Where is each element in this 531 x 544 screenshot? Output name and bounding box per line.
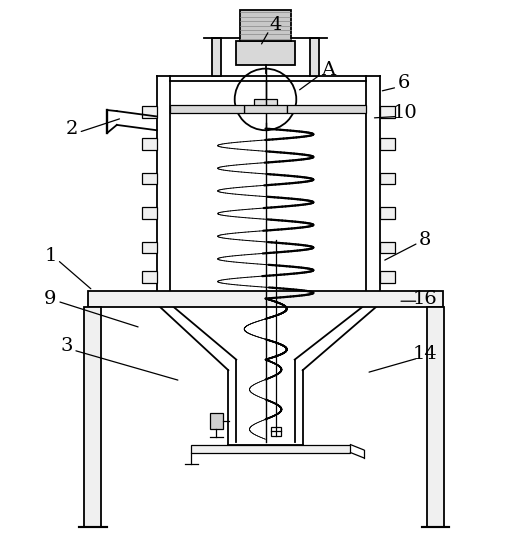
Text: 14: 14 <box>413 345 437 363</box>
Bar <box>271 426 281 436</box>
Bar <box>380 271 395 283</box>
Text: 10: 10 <box>392 104 417 122</box>
Text: 8: 8 <box>418 231 431 249</box>
Bar <box>380 106 395 118</box>
Bar <box>240 10 291 41</box>
Bar <box>254 100 277 108</box>
Bar <box>380 138 395 150</box>
Text: 4: 4 <box>270 16 282 34</box>
Bar <box>170 105 244 113</box>
Text: 16: 16 <box>413 289 437 307</box>
Text: 6: 6 <box>397 75 410 92</box>
Bar <box>212 39 221 76</box>
Bar <box>142 207 157 219</box>
Bar <box>84 306 101 527</box>
Bar <box>380 207 395 219</box>
Bar <box>142 172 157 184</box>
Bar <box>310 39 319 76</box>
Bar <box>380 172 395 184</box>
Text: 3: 3 <box>60 337 73 355</box>
Bar <box>142 242 157 254</box>
Bar <box>427 306 444 527</box>
Bar <box>244 105 287 113</box>
Bar <box>142 138 157 150</box>
Bar <box>236 41 295 65</box>
Text: 1: 1 <box>44 247 57 265</box>
Bar <box>191 444 350 453</box>
Bar <box>380 242 395 254</box>
Bar <box>287 105 366 113</box>
Bar <box>142 271 157 283</box>
Bar <box>142 106 157 118</box>
Bar <box>210 413 223 429</box>
Text: 9: 9 <box>44 289 57 307</box>
Text: A: A <box>321 61 335 79</box>
Text: 2: 2 <box>65 120 78 138</box>
Bar <box>88 290 443 306</box>
